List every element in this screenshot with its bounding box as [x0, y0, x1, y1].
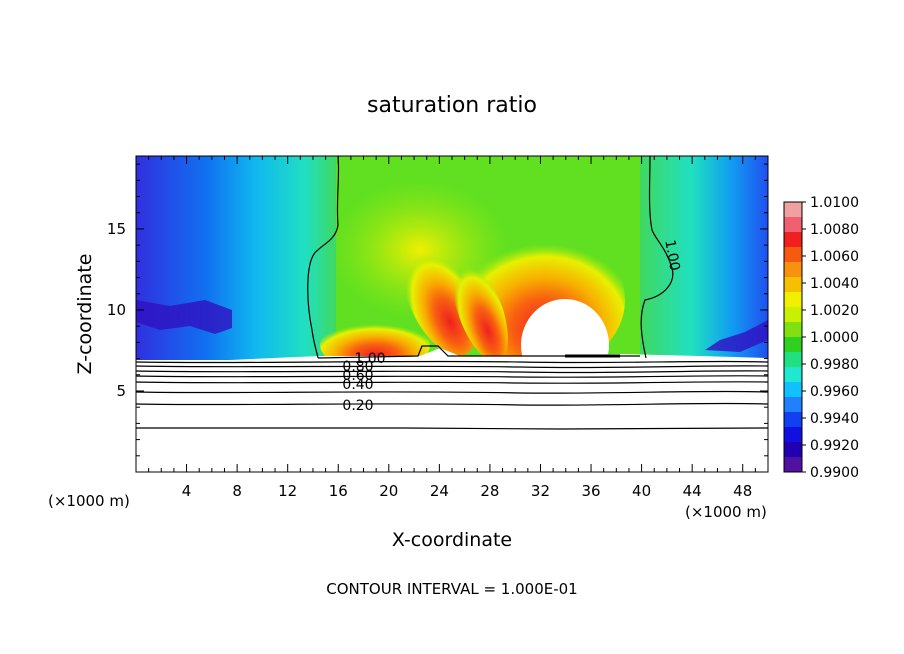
colorbar-swatch	[784, 457, 802, 473]
colorbar-swatch	[784, 382, 802, 398]
colorbar-swatch	[784, 232, 802, 248]
colorbar-label: 1.0000	[810, 330, 859, 346]
contour-label-2: 0.60	[342, 368, 373, 384]
contour-label-upper: 1.00	[661, 239, 682, 272]
x-tick-label: 12	[278, 482, 297, 500]
contour-label-1: 0.80	[342, 359, 373, 375]
colorbar-swatch	[784, 322, 802, 338]
contour-label-0: 1.00	[354, 351, 385, 367]
colorbar-swatch	[784, 262, 802, 278]
x-tick-label: 40	[632, 482, 651, 500]
contour-labels: 1.00 1.00 0.80 0.60 0.40 0.20	[342, 239, 682, 414]
contour-lower-8	[136, 426, 768, 430]
contour-lower-7	[136, 402, 768, 406]
x-axis-ticks: 4 8 12 16 20 24 28 32 36 40 44 48	[148, 156, 756, 500]
contour-label-4: 0.20	[342, 398, 373, 414]
colorbar-label: 1.0060	[810, 249, 859, 265]
y-axis-label: Z-coordinate	[74, 254, 96, 375]
contour-1.00-base	[317, 345, 640, 359]
y-tick-label: 10	[107, 301, 126, 319]
chart-title: saturation ratio	[367, 93, 537, 118]
x-tick-label: 44	[683, 482, 702, 500]
colorbar-label: 0.9940	[810, 411, 859, 427]
x-tick-label: 20	[379, 482, 398, 500]
colorbar-label: 0.9900	[810, 465, 859, 481]
colorbar-swatch	[784, 352, 802, 368]
colorbar-label: 1.0040	[810, 276, 859, 292]
contour-lower-3	[136, 370, 768, 374]
colorbar-labels: 1.0100 1.0080 1.0060 1.0040 1.0020 1.0000 0.99…	[802, 195, 859, 481]
contour-lower-4	[136, 375, 768, 378]
x-tick-label: 32	[531, 482, 550, 500]
x-unit-right: (×1000 m)	[685, 503, 767, 521]
colorbar-swatch	[784, 277, 802, 293]
x-tick-label: 28	[480, 482, 499, 500]
contour-1.00-left	[307, 156, 340, 359]
below-cloud-base	[136, 360, 768, 472]
colorbar-swatch	[784, 247, 802, 263]
cold-region-left	[136, 156, 336, 366]
colorbar-swatch	[784, 202, 802, 218]
colorbar-swatch	[784, 397, 802, 413]
x-tick-label: 16	[329, 482, 348, 500]
y-axis-ticks: 5 10 15	[107, 163, 768, 457]
hot-streak-2	[452, 257, 508, 363]
x-tick-label: 4	[182, 482, 192, 500]
colorbar-swatch	[784, 442, 802, 458]
heatmap-field	[136, 156, 768, 472]
purple-fringe-left	[136, 300, 232, 334]
x-unit-left: (×1000 m)	[48, 492, 130, 510]
contour-lower-5	[136, 381, 768, 384]
purple-fringe-right	[705, 320, 768, 352]
y-tick-label: 5	[116, 382, 126, 400]
colorbar-label: 0.9920	[810, 438, 859, 454]
colorbar-swatch	[784, 217, 802, 233]
contour-lines	[136, 156, 768, 430]
x-axis-label: X-coordinate	[392, 529, 512, 551]
colorbar-label: 1.0100	[810, 195, 859, 211]
colorbar-label: 0.9960	[810, 384, 859, 400]
contour-1.00-right	[640, 156, 674, 359]
colorbar-swatch	[784, 367, 802, 383]
colorbar-swatch	[784, 292, 802, 308]
colorbar-swatch	[784, 307, 802, 323]
contour-lower-1	[136, 360, 768, 364]
x-tick-label: 48	[733, 482, 752, 500]
y-tick-label: 15	[107, 220, 126, 238]
colorbar-label: 1.0020	[810, 303, 859, 319]
x-tick-label: 36	[581, 482, 600, 500]
cold-region-right	[640, 156, 768, 366]
colorbar-swatch	[784, 412, 802, 428]
contour-lower-6	[136, 390, 768, 394]
contour-interval-note: CONTOUR INTERVAL = 1.000E-01	[326, 580, 577, 598]
contour-lower-2	[136, 365, 768, 369]
x-tick-label: 8	[232, 482, 242, 500]
colorbar-swatch	[784, 337, 802, 353]
contour-label-3: 0.40	[342, 377, 373, 393]
colorbar-label: 1.0080	[810, 222, 859, 238]
x-tick-label: 24	[430, 482, 449, 500]
colorbar-label: 0.9980	[810, 357, 859, 373]
colorbar	[783, 201, 803, 473]
colorbar-swatch	[784, 427, 802, 443]
